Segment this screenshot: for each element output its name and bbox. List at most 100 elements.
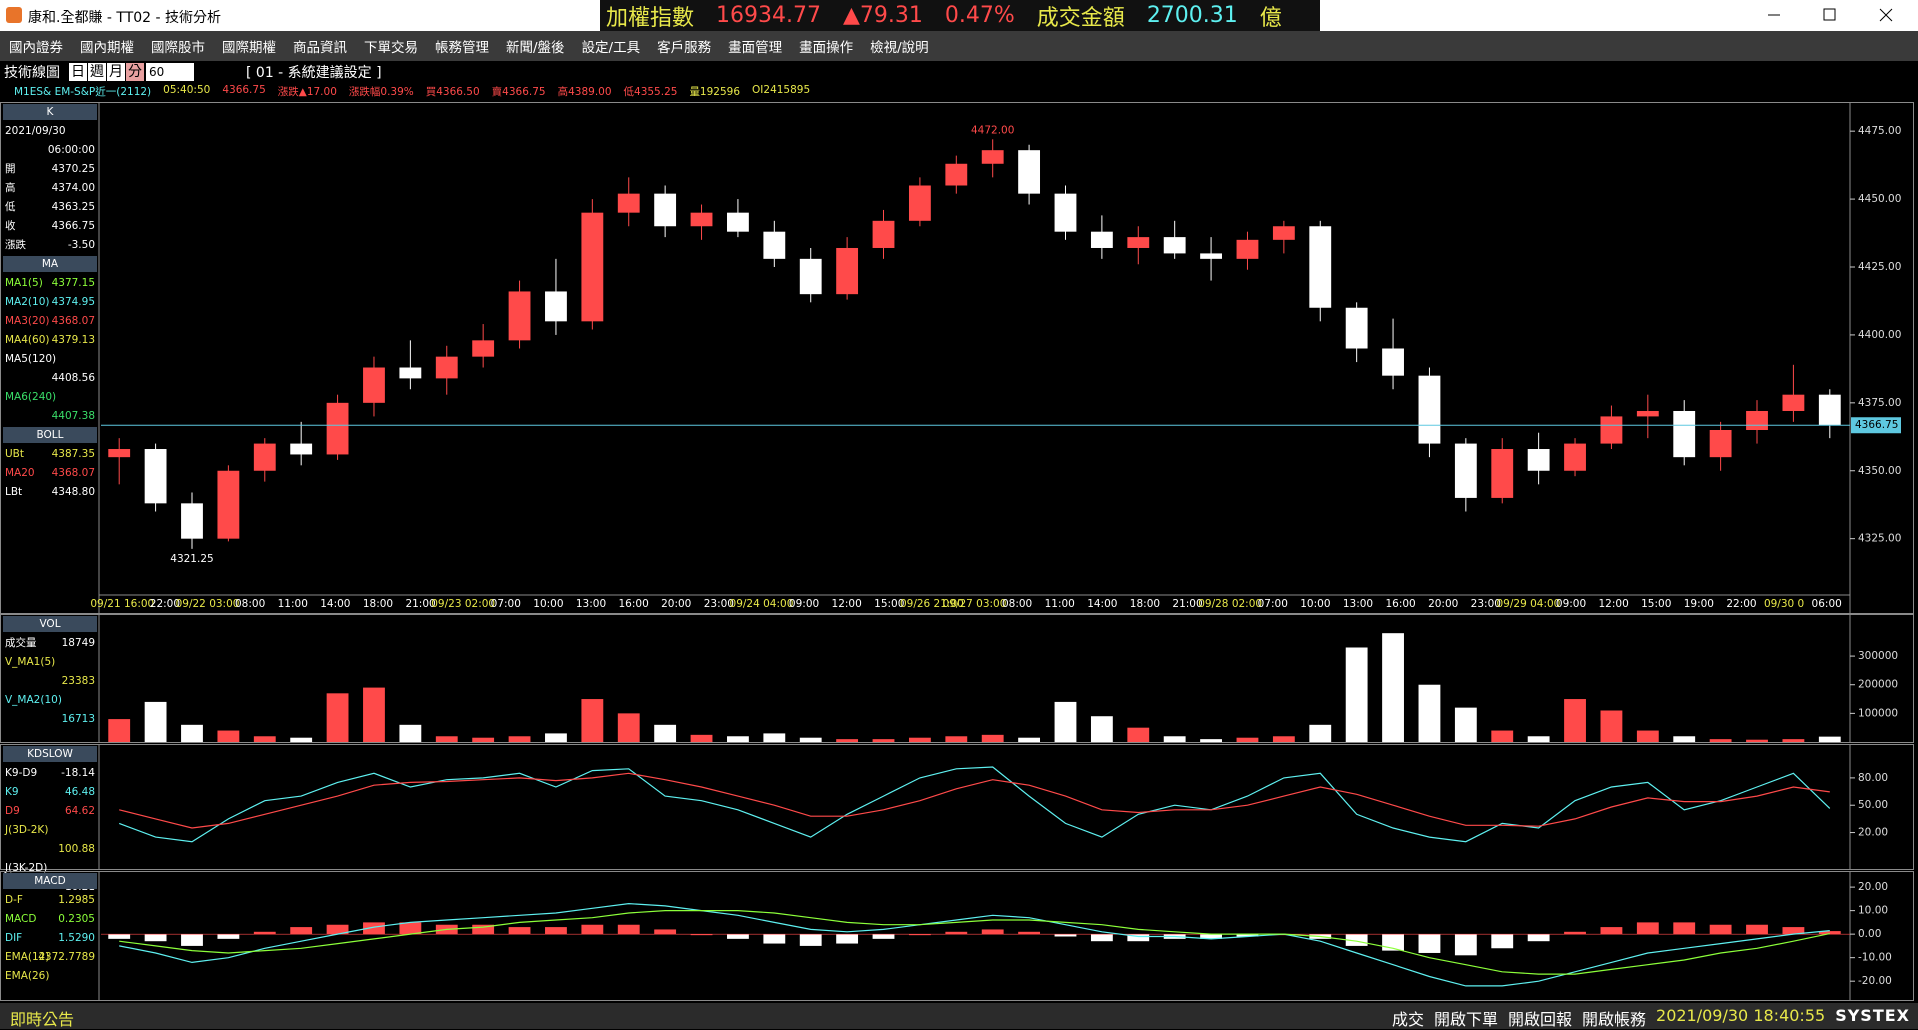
ticker-item: 2700.31 — [1146, 3, 1238, 28]
period-button[interactable]: 週 — [88, 63, 106, 81]
volume-bar — [1709, 739, 1732, 742]
volume-bar — [836, 739, 859, 742]
sidebar-value: -18.14 — [61, 767, 95, 779]
menu-item[interactable]: 帳務管理 — [435, 40, 489, 56]
sidebar-label: MACD — [5, 913, 36, 925]
y-tick-label: 80.00 — [1858, 772, 1888, 784]
sidebar-header — [3, 616, 97, 632]
volume-bar — [872, 739, 895, 742]
x-tick-label: 22:00 — [1726, 598, 1756, 610]
y-tick-label: -10.00 — [1858, 952, 1892, 964]
period-button[interactable]: 月 — [107, 63, 125, 81]
osc-bar — [1090, 934, 1113, 942]
sidebar-value: 23383 — [62, 675, 95, 687]
sidebar-header-text: VOL — [39, 618, 60, 630]
candle-body — [872, 220, 895, 248]
sidebar-label: V_MA1(5) — [5, 656, 55, 668]
x-tick-label: 21:00 — [405, 598, 435, 610]
osc-bar — [1746, 924, 1768, 935]
menu-item[interactable]: 新聞/盤後 — [506, 40, 565, 56]
interval-select[interactable]: 60 — [146, 63, 194, 81]
candle-body — [144, 449, 167, 504]
x-tick-label: 20:00 — [1428, 598, 1458, 610]
candle-body — [435, 356, 458, 379]
notice-button[interactable]: 即時公告 — [10, 1010, 75, 1029]
ticker-item: ▲79.31 — [843, 3, 923, 28]
sidebar-value: 4374.95 — [52, 296, 95, 308]
menu-item[interactable]: 畫面管理 — [728, 40, 783, 56]
last-price-label: 4366.75 — [1855, 419, 1898, 431]
menu-item[interactable]: 檢視/說明 — [870, 40, 929, 56]
osc-bar — [1636, 922, 1659, 935]
candle-body — [1709, 430, 1732, 458]
sidebar-label: 低 — [5, 200, 16, 213]
volume-bar — [1309, 724, 1332, 742]
candle-body — [836, 247, 859, 295]
volume-bar — [617, 713, 640, 742]
status-button[interactable]: 開啟下單 — [1433, 1010, 1498, 1029]
osc-bar — [1564, 931, 1586, 935]
menu-item[interactable]: 國內期權 — [80, 40, 134, 56]
volume-bar — [1418, 684, 1441, 742]
indicator-line — [118, 766, 1831, 843]
sidebar-header-text: KDSLOW — [27, 748, 73, 760]
menu-item[interactable]: 國際股市 — [151, 40, 205, 56]
quote-item: 量192596 — [689, 86, 741, 98]
sidebar-value: 4374.00 — [52, 182, 95, 194]
candle-body — [253, 443, 276, 471]
ticker-item: 加權指數 — [606, 5, 695, 31]
sidebar-header — [3, 256, 97, 272]
candle-body — [1564, 443, 1586, 471]
panel-frame — [0, 614, 1914, 743]
sidebar-header-text: MACD — [34, 875, 65, 887]
menu-item[interactable]: 國內證券 — [9, 40, 63, 56]
menu-item[interactable]: 畫面操作 — [799, 40, 854, 56]
osc-bar — [1018, 931, 1041, 935]
setting-label[interactable]: [ 01 - 系統建議設定 ] — [246, 65, 382, 81]
sidebar-label: 收 — [5, 219, 16, 232]
menu-item[interactable]: 國際期權 — [222, 40, 276, 56]
chart-area: K 2021/09/30 06:00:00 開 4370.25 高 4374.00 低 4363… — [0, 102, 1914, 1001]
menu-item[interactable]: 客戶服務 — [657, 40, 712, 56]
candle-body — [217, 470, 240, 539]
x-tick-label: 09/30 0 — [1764, 598, 1804, 610]
volume-bar — [1782, 739, 1805, 742]
period-button[interactable]: 分 — [126, 63, 144, 81]
x-tick-label: 09/27 03:00 — [943, 598, 1007, 610]
volume-bar — [181, 724, 203, 742]
sidebar-label: K9-D9 — [5, 767, 37, 779]
window-title: 康和.全都賺 - TT02 - 技術分析 — [28, 10, 222, 26]
osc-bar — [363, 922, 385, 935]
candle-body — [508, 291, 531, 341]
menu-item[interactable]: 設定/工具 — [581, 40, 641, 56]
sidebar-label: MA20 — [5, 467, 35, 479]
menu-item[interactable]: 商品資訊 — [293, 40, 347, 56]
indicator-line — [119, 772, 1830, 829]
sidebar-label: 2021/09/30 — [5, 125, 66, 137]
restore-button[interactable] — [1823, 8, 1836, 21]
low-annotation: 4321.25 — [170, 553, 213, 565]
osc-bar — [1818, 931, 1841, 935]
ticker-item: 16934.77 — [716, 3, 821, 28]
candle-body — [1200, 253, 1222, 259]
candle-body — [945, 163, 968, 186]
osc-bar — [1200, 934, 1222, 939]
y-tick-label: -20.00 — [1858, 975, 1892, 987]
volume-bar — [690, 734, 713, 742]
candle-body — [363, 367, 385, 403]
period-button[interactable]: 日 — [69, 63, 87, 81]
x-tick-label: 09/28 02:00 — [1198, 598, 1262, 610]
osc-bar — [1127, 934, 1150, 942]
menu-item[interactable]: 下單交易 — [364, 40, 418, 56]
status-button[interactable]: 成交 — [1391, 1010, 1424, 1029]
x-tick-label: 14:00 — [320, 598, 350, 610]
sidebar-header-text: MA — [42, 258, 59, 270]
x-tick-label: 07:00 — [1258, 598, 1288, 610]
close-button[interactable] — [1879, 8, 1893, 22]
status-button[interactable]: 開啟帳務 — [1582, 1010, 1647, 1029]
osc-bar — [217, 934, 240, 939]
status-button[interactable]: 開啟回報 — [1507, 1010, 1572, 1029]
osc-bar — [253, 931, 276, 935]
candle-body — [1673, 410, 1696, 458]
last-price-box — [1851, 417, 1901, 434]
